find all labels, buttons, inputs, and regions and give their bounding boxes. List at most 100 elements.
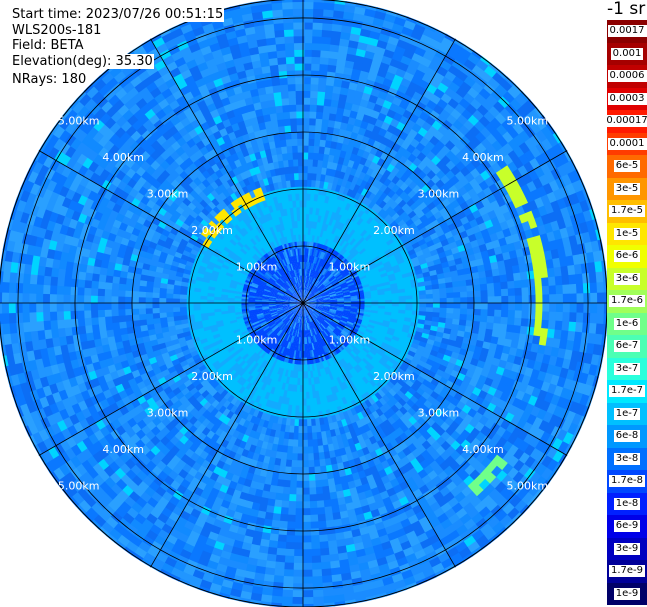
beta-cell [309,507,318,516]
beta-cell [320,125,329,134]
beta-cell [346,46,359,56]
beta-cell [446,569,461,583]
beta-cell [329,106,339,115]
beta-cell [361,165,370,175]
beta-cell [563,122,577,138]
beta-cell [337,51,349,61]
beta-cell [389,0,405,5]
beta-cell [291,590,303,598]
beta-cell [331,134,340,143]
beta-cell [458,569,474,583]
beta-cell [456,30,472,43]
beta-cell [323,223,329,232]
beta-cell [353,191,362,201]
beta-cell [314,228,320,237]
beta-cell [314,263,319,272]
beta-cell [326,247,333,255]
beta-cell [437,19,453,32]
beta-cell [308,283,313,291]
beta-cell [337,100,347,110]
beta-cell [311,49,323,58]
beta-cell [303,179,308,187]
beta-cell [512,529,527,544]
beta-cell [130,568,146,582]
beta-cell [331,23,344,33]
beta-cell [408,6,423,19]
beta-cell [312,15,325,24]
beta-cell [317,257,322,266]
beta-cell [430,8,446,21]
beta-cell [359,179,369,189]
beta-cell [191,598,206,607]
beta-cell [341,216,349,225]
beta-cell [315,111,325,120]
beta-cell [305,261,308,270]
beta-cell [529,79,544,94]
beta-cell [541,285,550,296]
beta-cell [348,39,360,50]
beta-cell [308,131,316,140]
beta-cell [341,80,352,90]
beta-cell [330,211,337,220]
beta-cell [331,218,337,228]
beta-cell [315,180,321,188]
beta-cell [585,430,598,446]
beta-cell [440,13,456,26]
beta-cell [308,248,311,256]
beta-cell [303,22,315,30]
beta-cell [313,0,327,3]
beta-cell [590,303,598,315]
beta-cell [358,34,371,45]
beta-cell [345,53,358,63]
beta-cell [328,57,339,67]
beta-cell [319,63,330,72]
beta-cell [557,113,571,129]
beta-cell [310,276,314,285]
beta-cell [320,49,331,59]
beta-cell [410,0,426,12]
beta-cell [596,281,605,295]
beta-cell [308,500,318,509]
beta-cell [303,104,311,112]
beta-cell [406,588,422,600]
beta-cell [303,288,305,297]
beta-cell [308,283,312,291]
beta-cell [303,186,308,194]
beta-cell [143,568,159,582]
beta-cell [322,112,331,121]
beta-cell [449,575,465,589]
beta-cell [528,513,543,528]
beta-cell [568,447,582,463]
beta-cell [312,22,325,31]
beta-cell [362,56,375,67]
beta-cell [323,105,332,114]
beta-cell [362,173,372,183]
beta-cell [339,86,350,96]
beta-cell [592,195,604,210]
beta-cell [310,70,321,78]
beta-cell [342,17,355,28]
beta-cell [303,234,306,242]
beta-cell [332,234,339,243]
beta-cell [587,408,600,423]
beta-cell [303,83,312,92]
beta-cell [291,576,303,584]
beta-cell [585,161,598,177]
beta-cell [477,557,493,571]
beta-cell [316,104,325,113]
beta-cell [320,43,332,52]
beta-cell [339,38,351,48]
beta-cell [329,203,336,213]
beta-cell [323,146,332,155]
beta-cell [303,138,310,146]
beta-cell [303,282,306,290]
beta-cell [306,199,311,208]
beta-cell [370,169,380,179]
beta-cell [486,550,502,565]
beta-cell [356,0,371,3]
beta-cell [225,601,239,607]
beta-cell [306,261,309,270]
beta-cell [307,172,313,181]
beta-cell [173,583,188,596]
beta-cell [310,277,315,285]
